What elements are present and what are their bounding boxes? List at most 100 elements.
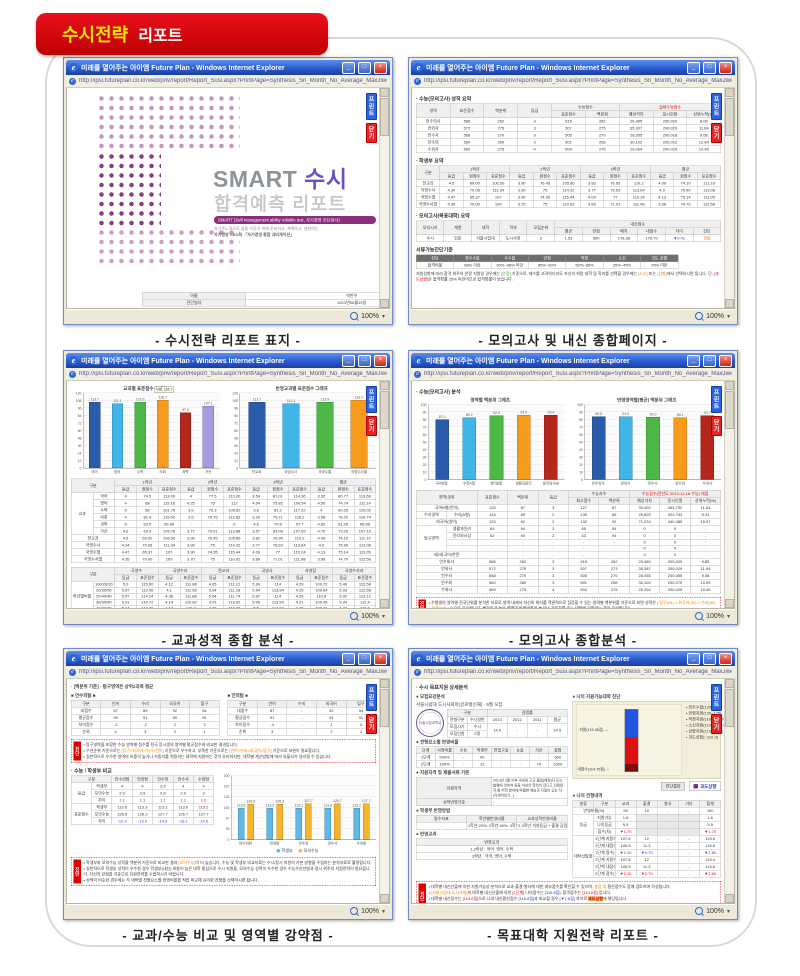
- scrollbar[interactable]: [379, 679, 389, 903]
- address-bar[interactable]: e http://ipsi.futureplan.co.kr/web/priv/…: [66, 666, 390, 679]
- close-report-button[interactable]: 닫기: [711, 714, 722, 734]
- print-button[interactable]: 프린트: [711, 684, 722, 711]
- maximize-button[interactable]: □: [703, 354, 716, 367]
- close-button[interactable]: ×: [719, 652, 732, 665]
- scrollbar[interactable]: [724, 679, 734, 903]
- title-bar[interactable]: e 미래를 열어주는 아이엠 Future Plan - Windows Int…: [66, 353, 390, 368]
- url-text[interactable]: http://ipsi.futureplan.co.kr/web/priv/re…: [79, 669, 387, 675]
- bar: [673, 417, 688, 480]
- close-report-button[interactable]: 닫기: [711, 123, 722, 143]
- cell: 500: [582, 234, 611, 242]
- gline: [83, 430, 220, 431]
- cell: 전형구분: [447, 716, 468, 724]
- rt: 진단 최우수합 우수합 안정 적정 소신 과도 상향 합격비율 98% 이상 90%~98% 미만…: [416, 254, 679, 269]
- scrollbar[interactable]: [724, 88, 734, 308]
- close-button[interactable]: ×: [719, 61, 732, 74]
- title-bar[interactable]: e 미래를 열어주는 아이엠 Future Plan - Windows Int…: [66, 60, 390, 75]
- gauge-target-label: 지원(119.36점) →: [579, 727, 609, 733]
- print-button[interactable]: 프린트: [366, 93, 377, 120]
- zoom-level[interactable]: 100%: [361, 312, 379, 320]
- cell: 40: [472, 753, 492, 761]
- zoom-level[interactable]: 100%: [361, 907, 379, 915]
- maximize-button[interactable]: □: [358, 354, 371, 367]
- xl: 수학A형: [462, 482, 475, 486]
- close-button[interactable]: ×: [719, 354, 732, 367]
- close-report-button[interactable]: 닫기: [711, 416, 722, 436]
- address-bar[interactable]: e http://ipsi.futureplan.co.kr/web/priv/…: [66, 75, 390, 88]
- minimize-button[interactable]: _: [342, 354, 355, 367]
- minimize-button[interactable]: _: [342, 61, 355, 74]
- scrollbar[interactable]: [724, 381, 734, 608]
- cell: 언수외: [416, 138, 451, 146]
- result-label[interactable]: 진단결과: [661, 782, 685, 791]
- title-bar[interactable]: e 미래를 열어주는 아이엠 Future Plan - Windows Int…: [66, 651, 390, 666]
- cell: 언수외사: [416, 117, 451, 125]
- cell: 차이점수: [227, 721, 258, 729]
- gline: [231, 817, 376, 818]
- title-bar[interactable]: e 미래를 열어주는 아이엠 Future Plan - Windows Int…: [411, 60, 735, 75]
- zoom-level[interactable]: 100%: [361, 612, 379, 620]
- zoom-caret-icon[interactable]: ▾: [726, 313, 730, 320]
- scrollbar[interactable]: [379, 381, 389, 608]
- cell: 94: [189, 707, 220, 715]
- zoom-caret-icon[interactable]: ▾: [381, 613, 385, 620]
- zoom-caret-icon[interactable]: ▾: [726, 908, 730, 915]
- zoom-level[interactable]: 100%: [706, 907, 724, 915]
- bars: 90.5 91.0 90.0 89.1 91.7: [585, 405, 721, 480]
- cell: -: [526, 723, 548, 738]
- close-report-button[interactable]: 닫기: [366, 714, 377, 734]
- cell: 35,307: [618, 124, 654, 132]
- xl: 국어B형: [435, 482, 448, 486]
- cell: 270: [598, 572, 630, 580]
- cell: 1: [189, 728, 220, 736]
- cell: 1.1: [111, 796, 133, 804]
- text-segment: [114점]: [463, 903, 475, 904]
- print-button[interactable]: 프린트: [366, 684, 377, 711]
- zoom-caret-icon[interactable]: ▾: [381, 908, 385, 915]
- address-bar[interactable]: e http://ipsi.futureplan.co.kr/web/priv/…: [411, 368, 735, 381]
- minimize-button[interactable]: _: [342, 652, 355, 665]
- scrollbar[interactable]: [379, 88, 389, 308]
- cell: 3.98: [650, 200, 675, 208]
- cell: 14.5: [486, 723, 508, 738]
- minimize-button[interactable]: _: [687, 354, 700, 367]
- close-button[interactable]: ×: [374, 354, 387, 367]
- close-button[interactable]: ×: [374, 652, 387, 665]
- cell: 4.0: [310, 541, 333, 549]
- maximize-button[interactable]: □: [358, 61, 371, 74]
- cell: [635, 821, 658, 829]
- zoom-caret-icon[interactable]: ▾: [381, 313, 385, 320]
- maximize-button[interactable]: □: [703, 652, 716, 665]
- zoom-caret-icon[interactable]: ▾: [726, 613, 730, 620]
- maximize-button[interactable]: □: [358, 652, 371, 665]
- zoom-level[interactable]: 100%: [706, 312, 724, 320]
- title-bar[interactable]: e 미래를 열어주는 아이엠 Future Plan - Windows Int…: [411, 651, 735, 666]
- minimize-button[interactable]: _: [687, 61, 700, 74]
- cell: 515: [568, 558, 600, 566]
- print-button[interactable]: 프린트: [711, 93, 722, 120]
- url-text[interactable]: http://ipsi.futureplan.co.kr/web/priv/re…: [79, 78, 387, 84]
- print-button[interactable]: 프린트: [711, 386, 722, 413]
- title-bar[interactable]: e 미래를 열어주는 아이엠 Future Plan - Windows Int…: [411, 353, 735, 368]
- maximize-button[interactable]: □: [703, 61, 716, 74]
- cell: 90%~98% 미만: [490, 261, 529, 269]
- close-report-button[interactable]: 닫기: [366, 123, 377, 143]
- address-bar[interactable]: e http://ipsi.futureplan.co.kr/web/priv/…: [66, 368, 390, 381]
- rt: 지원자격 2013년 2월 이후 국내외 고교 졸업(예정)자 또는 법령에 의하…: [416, 777, 568, 806]
- minimize-button[interactable]: _: [687, 652, 700, 665]
- close-button[interactable]: ×: [374, 61, 387, 74]
- close-report-button[interactable]: 닫기: [366, 416, 377, 436]
- url-text[interactable]: http://ipsi.futureplan.co.kr/web/priv/re…: [424, 78, 732, 84]
- address-bar[interactable]: e http://ipsi.futureplan.co.kr/web/priv/…: [411, 75, 735, 88]
- cell: 3: [517, 124, 552, 132]
- url-text[interactable]: http://ipsi.futureplan.co.kr/web/priv/re…: [424, 371, 732, 377]
- cell: 3.58: [310, 513, 333, 521]
- zoom-level[interactable]: 100%: [706, 612, 724, 620]
- url-text[interactable]: http://ipsi.futureplan.co.kr/web/priv/re…: [424, 669, 732, 675]
- grade-charts: 교과별 표준점수 그래프 0 12 24 36 48 60 72 84 96 108 120 113.7…: [71, 385, 376, 475]
- record-method-table: 필수지표 학년별반영비율 교과성적반영비율 -1학년:20%, 2학년:40%, 3학…: [416, 815, 568, 830]
- url-text[interactable]: http://ipsi.futureplan.co.kr/web/priv/re…: [79, 371, 387, 377]
- text-segment: 환산점수도 함께 검토하여 작성됩니다.: [606, 884, 671, 890]
- print-button[interactable]: 프린트: [366, 386, 377, 413]
- address-bar[interactable]: e http://ipsi.futureplan.co.kr/web/priv/…: [411, 666, 735, 679]
